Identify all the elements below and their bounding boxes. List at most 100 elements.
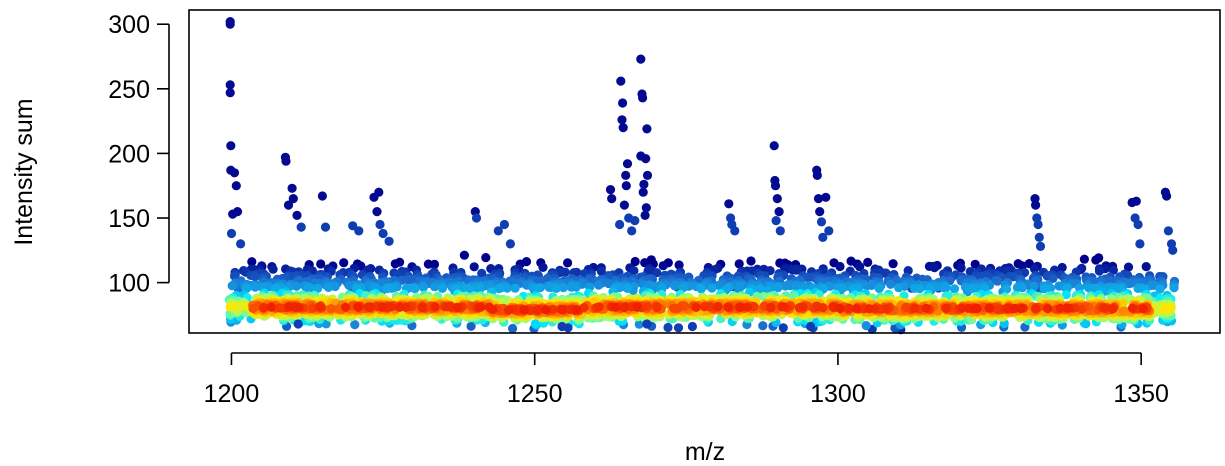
data-point-781 — [292, 281, 302, 291]
data-point-3105 — [384, 236, 394, 246]
data-point-3036 — [742, 302, 753, 312]
data-point-3017 — [941, 303, 951, 313]
y-tick-label-2: 200 — [108, 140, 150, 168]
data-point-3132 — [641, 203, 651, 213]
y-tick-label-0: 100 — [108, 270, 150, 298]
data-point-3118 — [619, 200, 630, 210]
data-point-429 — [507, 323, 518, 334]
data-point-2999 — [442, 302, 452, 312]
data-point-939 — [410, 284, 420, 294]
data-point-129 — [1094, 266, 1104, 276]
data-point-3024 — [417, 302, 427, 312]
data-point-3122 — [607, 194, 617, 204]
data-point-289 — [250, 271, 260, 282]
data-point-756 — [227, 281, 237, 291]
data-point-23 — [888, 259, 898, 269]
data-point-3130 — [639, 179, 649, 189]
y-axis-title: Intensity sum — [10, 98, 38, 245]
data-point-3175 — [806, 321, 816, 332]
data-point-835 — [250, 282, 260, 292]
data-point-899 — [838, 283, 848, 293]
data-point-905 — [510, 283, 520, 293]
data-point-876 — [894, 283, 904, 293]
data-point-3167 — [1162, 191, 1172, 201]
x-tick-label-1: 1250 — [507, 380, 563, 408]
data-point-956 — [1155, 284, 1165, 294]
data-point-3116 — [621, 170, 631, 180]
data-point-3153 — [824, 226, 834, 236]
data-point-322 — [802, 272, 812, 282]
data-point-2496 — [1118, 306, 1128, 316]
data-point-655 — [886, 279, 896, 289]
data-point-2969 — [652, 303, 662, 313]
data-point-862 — [773, 282, 783, 293]
data-point-3148 — [812, 170, 822, 180]
data-point-3174 — [778, 323, 788, 333]
data-point-39 — [674, 260, 684, 270]
data-point-3110 — [505, 239, 515, 249]
x-tick-label-3: 1350 — [1113, 380, 1169, 408]
data-point-2996 — [1100, 303, 1110, 313]
data-point-266 — [229, 271, 240, 281]
data-point-3104 — [378, 228, 388, 239]
data-point-3101 — [374, 187, 384, 197]
data-point-496 — [992, 276, 1003, 286]
data-point-3158 — [1033, 219, 1043, 230]
data-point-5 — [1091, 255, 1101, 265]
y-tick-label-1: 150 — [108, 205, 150, 233]
data-point-3073 — [571, 305, 582, 315]
data-point-837 — [566, 282, 577, 292]
data-point-3149 — [813, 194, 824, 204]
data-point-3095 — [296, 222, 306, 232]
data-point-3056 — [488, 305, 498, 315]
data-point-165 — [652, 268, 662, 278]
data-point-932 — [1039, 284, 1049, 294]
data-point-949 — [696, 284, 706, 294]
data-point-880 — [305, 283, 315, 293]
data-point-3051 — [1043, 304, 1053, 314]
data-point-897 — [707, 283, 717, 293]
data-point-18 — [563, 258, 573, 268]
data-point-870 — [558, 283, 569, 293]
data-point-2980 — [818, 303, 828, 313]
data-point-941 — [755, 284, 765, 294]
data-point-14 — [339, 258, 349, 268]
data-point-3115 — [622, 159, 633, 169]
data-point-752 — [862, 281, 872, 291]
data-point-937 — [464, 284, 474, 294]
data-point-3076 — [519, 305, 529, 315]
data-point-3084 — [231, 181, 241, 191]
data-point-1842 — [225, 302, 235, 312]
data-point-3143 — [772, 194, 782, 204]
data-point-913 — [551, 283, 562, 293]
data-point-3117 — [621, 181, 631, 191]
data-point-809 — [430, 282, 440, 292]
data-point-928 — [915, 284, 925, 294]
data-point-766 — [780, 281, 790, 291]
data-point-3033 — [864, 304, 874, 314]
data-point-3151 — [821, 192, 831, 202]
data-point-3123 — [636, 54, 646, 64]
data-point-3015 — [532, 305, 542, 315]
data-point-3093 — [288, 194, 298, 204]
data-point-3075 — [1016, 303, 1026, 314]
data-point-926 — [475, 283, 485, 294]
data-point-10 — [247, 257, 257, 267]
data-point-95 — [268, 264, 278, 274]
data-point-3080 — [225, 88, 235, 98]
data-point-805 — [321, 319, 331, 329]
data-point-3062 — [266, 302, 276, 312]
data-point-734 — [634, 319, 644, 329]
data-point-922 — [967, 283, 977, 294]
data-point-2963 — [994, 304, 1004, 314]
data-point-3136 — [724, 199, 734, 209]
data-point-3164 — [1133, 219, 1143, 230]
data-point-3070 — [611, 302, 621, 312]
data-point-3154 — [818, 232, 828, 242]
data-point-715 — [344, 280, 354, 290]
data-point-3097 — [320, 222, 331, 232]
data-point-3087 — [226, 228, 237, 239]
data-point-3090 — [281, 156, 291, 166]
data-point-3098 — [348, 221, 358, 231]
